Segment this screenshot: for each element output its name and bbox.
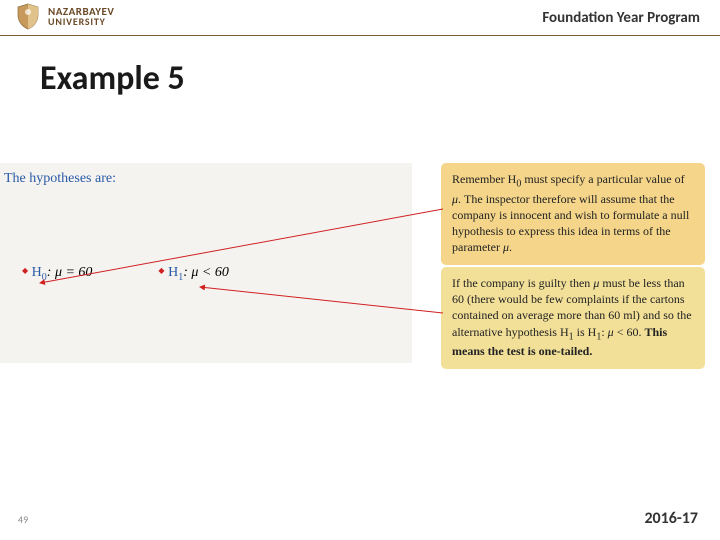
c2-t1: If the company is guilty then — [452, 276, 593, 290]
page-number: 49 — [18, 513, 28, 526]
logo-line2: UNIVERSITY — [48, 17, 114, 27]
c1-t2: must specify a particular value of — [521, 172, 684, 186]
header-bar: NAZARBAYEV UNIVERSITY Foundation Year Pr… — [0, 0, 720, 36]
c1-t1: Remember H — [452, 172, 516, 186]
hypotheses-panel: The hypotheses are: ◆ H0: μ = 60 ◆ H1: μ… — [0, 163, 412, 363]
hypotheses-intro: The hypotheses are: — [4, 171, 412, 187]
callout-h1: If the company is guilty then μ must be … — [441, 267, 705, 369]
c1-t3: . The inspector therefore will assume th… — [452, 192, 689, 255]
logo-block: NAZARBAYEV UNIVERSITY — [14, 2, 114, 30]
h1-expression: ◆ H1: μ < 60 — [158, 265, 228, 283]
university-shield-icon — [14, 2, 42, 30]
hypotheses-line: ◆ H0: μ = 60 ◆ H1: μ < 60 — [4, 265, 412, 283]
slide-title: Example 5 — [40, 58, 185, 99]
h1-expr: : μ < 60 — [183, 265, 229, 280]
c2-t5: < 60. — [614, 325, 645, 339]
callout-h0: Remember H0 must specify a particular va… — [441, 163, 705, 265]
academic-year: 2016-17 — [644, 509, 698, 528]
h0-label: H — [32, 265, 42, 280]
content-area: The hypotheses are: ◆ H0: μ = 60 ◆ H1: μ… — [0, 163, 720, 393]
c1-t4: . — [509, 240, 512, 254]
logo-text: NAZARBAYEV UNIVERSITY — [48, 6, 114, 27]
program-label: Foundation Year Program — [542, 9, 700, 27]
marker-dot-icon: ◆ — [158, 266, 164, 275]
c2-t3: is H — [574, 325, 597, 339]
h0-expr: : μ = 60 — [47, 265, 93, 280]
marker-dot-icon: ◆ — [22, 266, 28, 275]
h0-expression: ◆ H0: μ = 60 — [22, 265, 92, 283]
h1-label: H — [168, 265, 178, 280]
